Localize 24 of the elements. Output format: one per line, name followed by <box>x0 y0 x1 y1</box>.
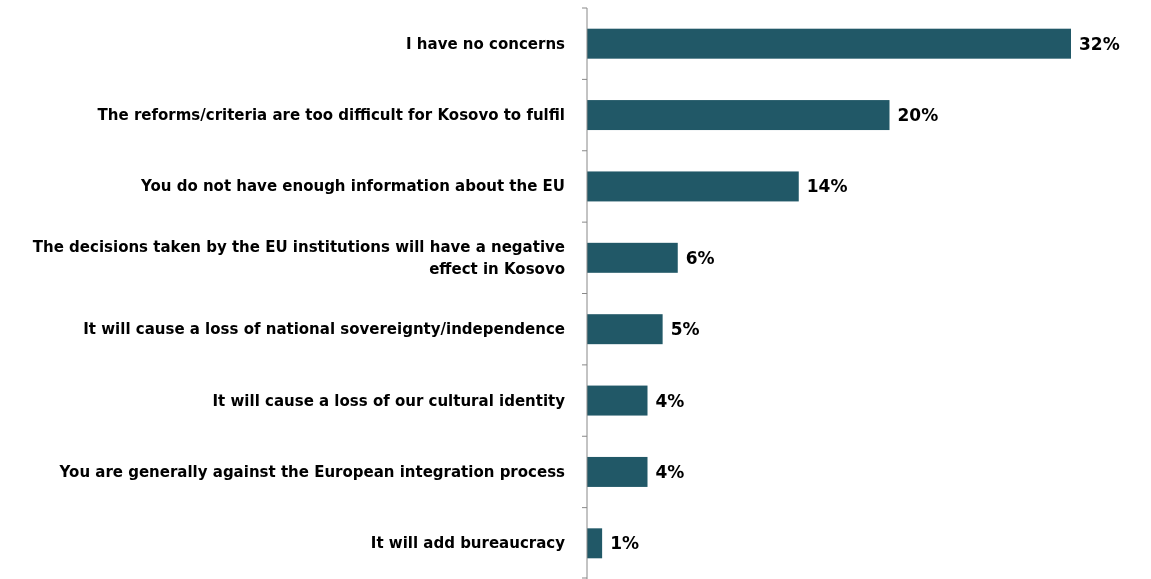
y-tick-label: It will cause a loss of our cultural identity <box>212 391 566 410</box>
bar <box>587 314 663 345</box>
y-tick-label: You do not have enough information about the EU <box>139 177 565 196</box>
bar <box>587 100 890 131</box>
y-tick-label: It will cause a loss of national sovereignty/independence <box>83 320 565 339</box>
data-label: 32% <box>1079 33 1120 54</box>
y-tick-label: The decisions taken by the EU institutions will have a negative effect in Kosovo <box>32 237 565 278</box>
y-tick-label: I have no concerns <box>406 34 566 53</box>
y-tick-label: The reforms/criteria are too difficult for Kosovo to fulfil <box>97 106 565 125</box>
bar <box>587 456 648 487</box>
y-tick-label: You are generally against the European integration process <box>58 462 566 481</box>
bar <box>587 385 648 416</box>
bar <box>587 242 678 273</box>
data-label: 20% <box>897 105 939 126</box>
bar <box>587 528 603 559</box>
data-label: 6% <box>685 247 715 268</box>
data-label: 5% <box>670 319 700 340</box>
bar <box>587 171 799 202</box>
data-label: 1% <box>610 533 639 554</box>
data-label: 4% <box>655 461 685 482</box>
data-label: 14% <box>806 176 848 197</box>
y-tick-label: It will add bureaucracy <box>370 534 566 553</box>
data-label: 4% <box>655 390 685 411</box>
bar <box>587 28 1071 59</box>
